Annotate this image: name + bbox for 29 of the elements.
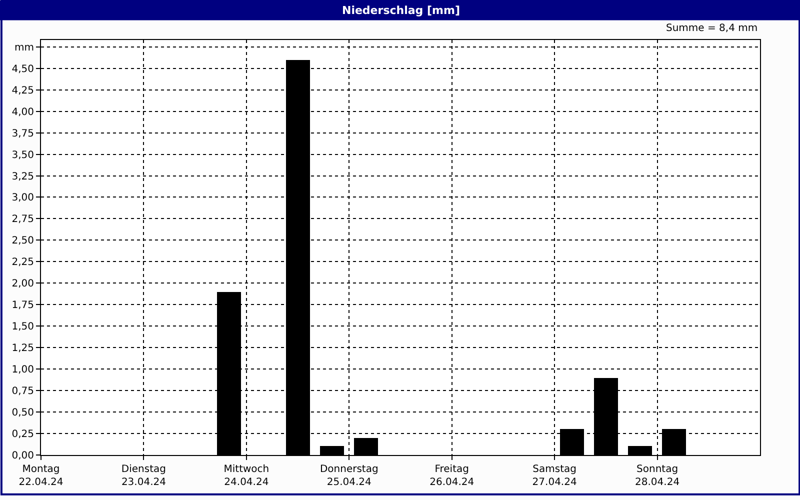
y-tick-label: 4,50 [12,64,34,75]
y-tick-label: 0,50 [12,408,34,419]
text: Summe = 8,4 mm [666,23,758,34]
y-tick-label: 1,50 [12,322,34,333]
y-tick-label: 3,75 [12,128,34,140]
y-tick-label: 1,75 [12,300,34,312]
chart-title: Niederschlag [mm] [342,4,460,17]
y-tick-label: 3,25 [12,171,34,182]
y-tick-label: 0,00 [12,450,34,462]
y-tick-label: 2,75 [12,214,34,226]
x-tick-label: Sonntag 28.04.24 [635,464,680,488]
y-tick-label: 4,25 [12,85,34,96]
y-tick-label: 0,75 [12,386,34,398]
y-tick-label: 2,00 [12,278,34,290]
x-tick-label: Mittwoch 24.04.24 [224,464,270,488]
x-tick-label: Donnerstag 25.04.24 [320,464,378,488]
y-tick-label: 1,25 [12,343,34,354]
y-tick-label: mm [14,42,34,54]
y-tick-label: 2,25 [12,257,34,268]
x-tick-label: Dienstag 23.04.24 [121,464,166,488]
y-tick-label: 1,00 [12,364,34,376]
x-tick-label: Samstag 27.04.24 [532,464,577,488]
y-tick-label: 3,50 [12,150,34,161]
y-tick-label: 3,00 [12,192,34,204]
y-tick-label: 0,25 [12,429,34,440]
x-tick-label: Montag 22.04.24 [18,464,64,488]
x-tick-label: Freitag 26.04.24 [430,464,474,488]
y-tick-label: 4,00 [12,106,34,118]
y-tick-label: 2,50 [12,236,34,247]
